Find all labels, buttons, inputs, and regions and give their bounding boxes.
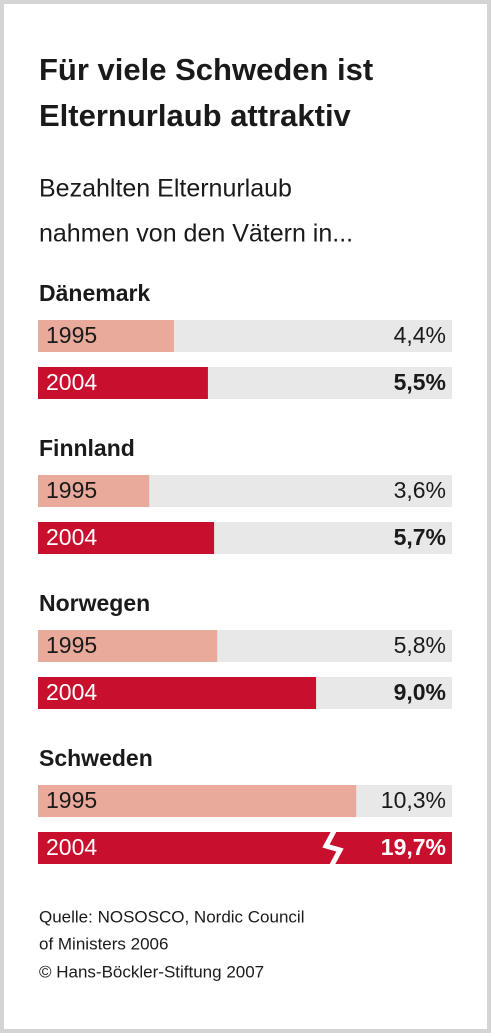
category-label: Schweden <box>39 745 153 771</box>
series-label: 1995 <box>46 787 97 813</box>
value-label: 5,5% <box>394 369 446 395</box>
source: © Hans-Böckler-Stiftung 2007 <box>39 962 264 981</box>
break-mark <box>322 829 344 867</box>
bar <box>38 832 452 864</box>
bar <box>38 677 317 709</box>
chart-title: Für viele Schweden ist <box>39 52 373 87</box>
bar <box>38 367 208 399</box>
chart-title: Elternurlaub attraktiv <box>39 98 352 133</box>
series-label: 2004 <box>46 524 97 550</box>
series-label: 2004 <box>46 369 97 395</box>
value-label: 5,8% <box>394 632 446 658</box>
category-label: Finnland <box>39 435 135 461</box>
value-label: 19,7% <box>381 834 446 860</box>
category-label: Dänemark <box>39 280 150 306</box>
series-label: 1995 <box>46 632 97 658</box>
bar <box>38 522 215 554</box>
series-label: 1995 <box>46 477 97 503</box>
category-label: Norwegen <box>39 590 150 616</box>
series-label: 2004 <box>46 834 97 860</box>
subtitle: Bezahlten Elternurlaub <box>39 175 292 203</box>
subtitle: nahmen von den Vätern in... <box>39 220 353 248</box>
bar <box>38 785 357 817</box>
series-label: 2004 <box>46 679 97 705</box>
value-label: 10,3% <box>381 787 446 813</box>
source: Quelle: NOSOSCO, Nordic Council <box>39 907 304 926</box>
bar <box>38 320 174 352</box>
source: of Ministers 2006 <box>39 934 168 953</box>
bar <box>38 630 218 662</box>
value-label: 4,4% <box>394 322 446 348</box>
bar <box>38 475 150 507</box>
value-label: 5,7% <box>394 524 446 550</box>
value-label: 3,6% <box>394 477 446 503</box>
value-label: 9,0% <box>394 679 446 705</box>
series-label: 1995 <box>46 322 97 348</box>
